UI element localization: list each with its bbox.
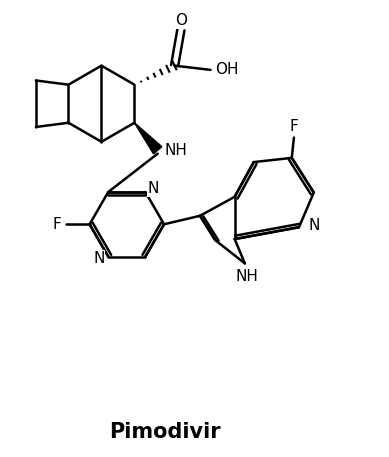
- Text: O: O: [175, 13, 187, 28]
- Text: F: F: [289, 119, 298, 134]
- Polygon shape: [135, 123, 162, 154]
- Text: NH: NH: [164, 143, 187, 158]
- Text: NH: NH: [235, 269, 258, 284]
- Text: F: F: [53, 217, 61, 232]
- Text: Pimodivir: Pimodivir: [109, 421, 221, 441]
- Text: N: N: [147, 181, 159, 196]
- Text: N: N: [93, 251, 105, 266]
- Text: OH: OH: [215, 63, 238, 77]
- Text: N: N: [308, 218, 319, 233]
